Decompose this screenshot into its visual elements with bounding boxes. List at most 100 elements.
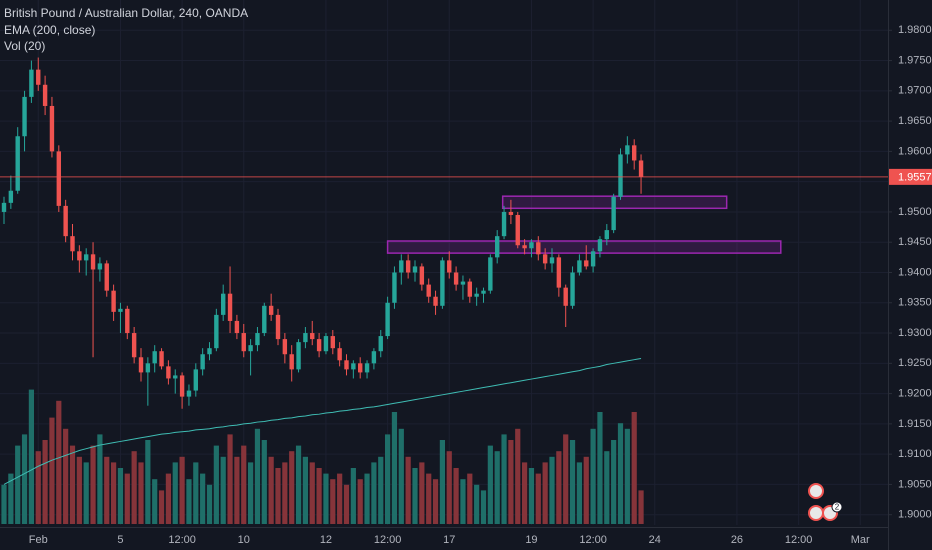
candle-body [36, 69, 41, 85]
candle-body [371, 351, 377, 364]
volume-bar [200, 473, 206, 524]
candle-body [542, 254, 548, 264]
volume-bar [28, 389, 34, 524]
candle-body [447, 260, 452, 273]
volume-bar [172, 462, 178, 524]
symbol-title: British Pound / Australian Dollar, 240, … [4, 6, 248, 20]
candles [1, 57, 644, 409]
volume-bar [432, 479, 439, 524]
x-tick-label: 19 [525, 534, 537, 546]
volume-bar [590, 428, 596, 524]
candle-body [296, 342, 301, 370]
candle-body [536, 242, 541, 255]
candle-body [549, 257, 555, 264]
candle-body [207, 348, 212, 355]
candle-body [419, 266, 425, 285]
volume-bar [426, 473, 432, 524]
volume-bar [576, 462, 582, 524]
x-tick-label: 26 [731, 534, 743, 546]
y-tick-label: 1.96500 [898, 115, 932, 127]
candle-body [179, 375, 185, 397]
candle-body [186, 390, 192, 397]
volume-bar [220, 456, 226, 524]
candle-body [262, 305, 267, 334]
indicator-label: Vol (20) [4, 39, 45, 53]
volume-bar [535, 473, 541, 524]
y-tick-label: 1.94500 [898, 236, 932, 248]
candle-body [282, 339, 288, 355]
candle-body [310, 333, 315, 340]
volume-bar [583, 456, 589, 524]
candle-body [618, 154, 623, 197]
candle-body [8, 190, 14, 203]
candle-body [344, 360, 349, 370]
candle-body [248, 345, 253, 352]
volume-bar [330, 479, 336, 524]
volume-bar [124, 473, 130, 524]
candle-body [597, 239, 603, 252]
candle-body [351, 363, 356, 370]
volume-bar [419, 462, 425, 524]
volume-bar [145, 440, 151, 524]
x-tick-label: 5 [117, 534, 123, 546]
volume-bar [261, 440, 267, 524]
event-badge-count: 2 [835, 503, 840, 512]
candle-body [330, 336, 335, 349]
volume-bar [556, 451, 562, 524]
candle-body [166, 366, 171, 379]
candle-body [412, 266, 418, 273]
volume-bar [227, 434, 233, 524]
candle-body [29, 69, 34, 97]
x-tick-label: 12:00 [168, 534, 196, 546]
event-icons[interactable]: 2 [808, 483, 843, 521]
volume-bar [364, 473, 370, 524]
candle-body [303, 333, 308, 343]
candle-body [474, 293, 479, 297]
volume-bar [8, 473, 14, 524]
candle-body [289, 354, 294, 370]
event-icon[interactable] [808, 505, 824, 521]
volume-bar [617, 423, 624, 524]
volume-bar [611, 440, 617, 524]
volume-bar [104, 456, 110, 524]
volume-bar [350, 468, 356, 524]
candle-body [495, 236, 500, 258]
candle-body [90, 254, 96, 270]
volume-bar [56, 400, 62, 524]
candle-body [611, 196, 616, 231]
candle-body [49, 105, 55, 152]
candle-body [337, 348, 342, 361]
candle-body [563, 287, 568, 306]
candle-body [590, 251, 596, 267]
candle-body [584, 260, 589, 267]
volume-bar [480, 490, 487, 524]
volume-bar [49, 417, 55, 524]
candle-body [84, 254, 89, 261]
x-tick-label: 12:00 [785, 534, 813, 546]
candle-body [460, 281, 466, 285]
volume-bar [494, 451, 500, 524]
candle-body [1, 202, 7, 212]
y-tick-label: 1.97000 [898, 85, 932, 97]
zone [386, 240, 782, 254]
y-tick-label: 1.93500 [898, 297, 932, 309]
ema-layer [0, 176, 888, 485]
y-tick-label: 1.97500 [898, 54, 932, 66]
candle-body [515, 214, 520, 246]
candle-body [70, 236, 75, 252]
candle-body [152, 351, 157, 364]
volume-bar [241, 445, 247, 524]
volume-bar [302, 456, 308, 524]
event-icon[interactable] [808, 483, 824, 499]
candle-body [378, 336, 383, 352]
y-tick-label: 1.90000 [898, 509, 932, 521]
candle-body [323, 336, 329, 352]
candle-body [392, 272, 397, 303]
y-tick-label: 1.91000 [898, 448, 932, 460]
candle-body [221, 293, 226, 315]
candle-body [364, 363, 370, 373]
y-tick-label: 1.93000 [898, 327, 932, 339]
candle-body [426, 284, 431, 297]
